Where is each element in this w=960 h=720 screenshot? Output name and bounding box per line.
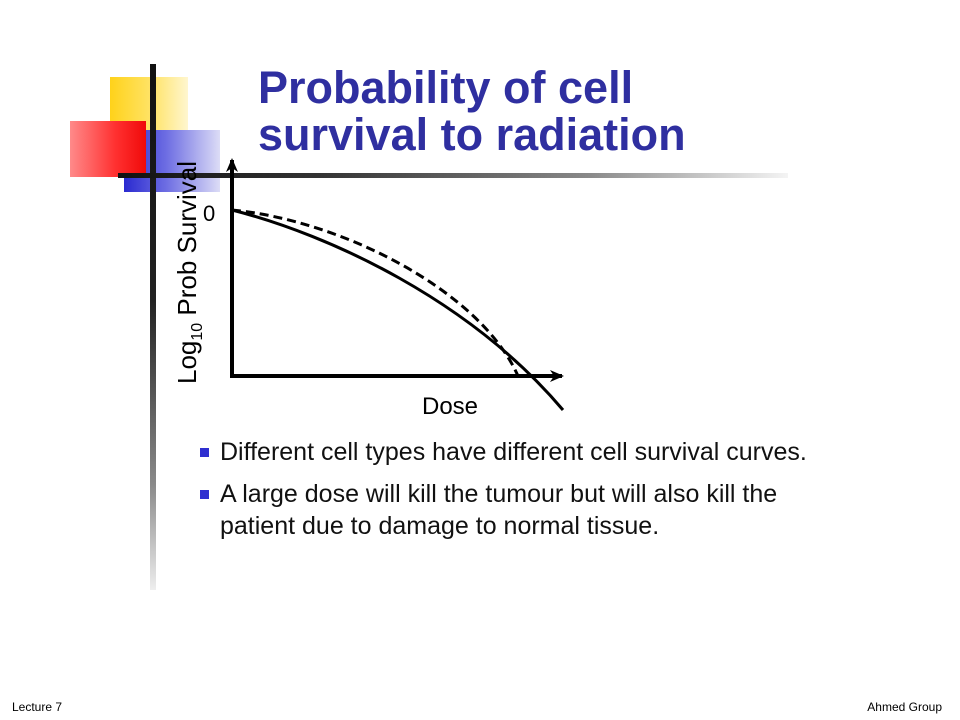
y-axis-label-prefix: Log [172,341,202,384]
y-axis-label-suffix: Prob Survival [172,161,202,323]
bullet-item: A large dose will kill the tumour but wi… [200,478,840,542]
bullet-text: Different cell types have different cell… [220,438,807,466]
bullet-square-icon [200,490,209,499]
y-origin-label: 0 [203,201,215,226]
curve-solid [231,208,565,411]
bullet-item: Different cell types have different cell… [200,436,840,468]
footer-lecture-label: Lecture 7 [12,700,63,714]
decor-red-square [70,121,146,177]
y-axis-label-subscript: 10 [189,323,206,341]
slide-title: Probability of cell survival to radiatio… [258,64,858,158]
bullet-square-icon [200,448,209,457]
decor-horizontal-rule [118,173,788,178]
slide-title-line-1: Probability of cell [258,62,634,113]
bullet-text: A large dose will kill the tumour but wi… [220,480,778,540]
bullet-list: Different cell types have different cell… [200,436,840,552]
footer-group-label: Ahmed Group [867,700,942,714]
x-axis-label: Dose [422,393,478,420]
decor-vertical-rule [150,64,156,590]
curve-dashed [231,208,520,377]
slide-title-line-2: survival to radiation [258,109,686,160]
y-axis-label: Log10 Prob Survival [172,161,206,384]
